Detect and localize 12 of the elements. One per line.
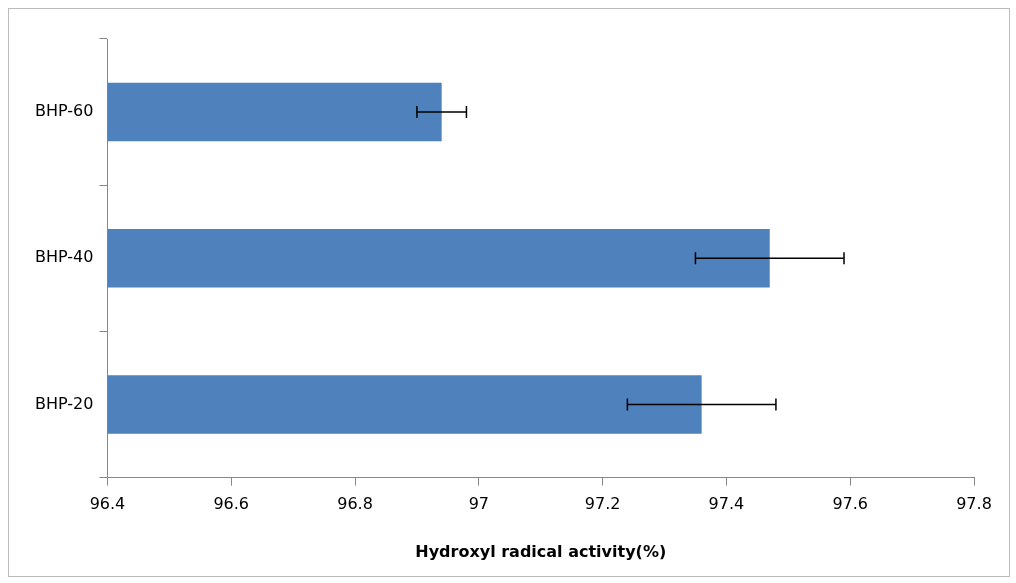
x-tick-label: 97.4 — [708, 494, 745, 514]
x-tick-label: 96.6 — [213, 494, 250, 514]
y-tick-label: BHP-20 — [35, 393, 94, 413]
x-tick-label: 97.6 — [832, 494, 869, 514]
x-tick-label: 97.8 — [956, 494, 992, 514]
x-axis-title: Hydroxyl radical activity(%) — [415, 541, 667, 561]
x-tick-label: 97.2 — [584, 494, 621, 514]
x-tick-label: 97 — [468, 494, 489, 514]
y-tick-label: BHP-40 — [35, 247, 94, 267]
x-tick-label: 96.4 — [89, 494, 126, 514]
y-tick-label: BHP-60 — [35, 101, 94, 121]
x-tick-label: 96.8 — [337, 494, 373, 514]
